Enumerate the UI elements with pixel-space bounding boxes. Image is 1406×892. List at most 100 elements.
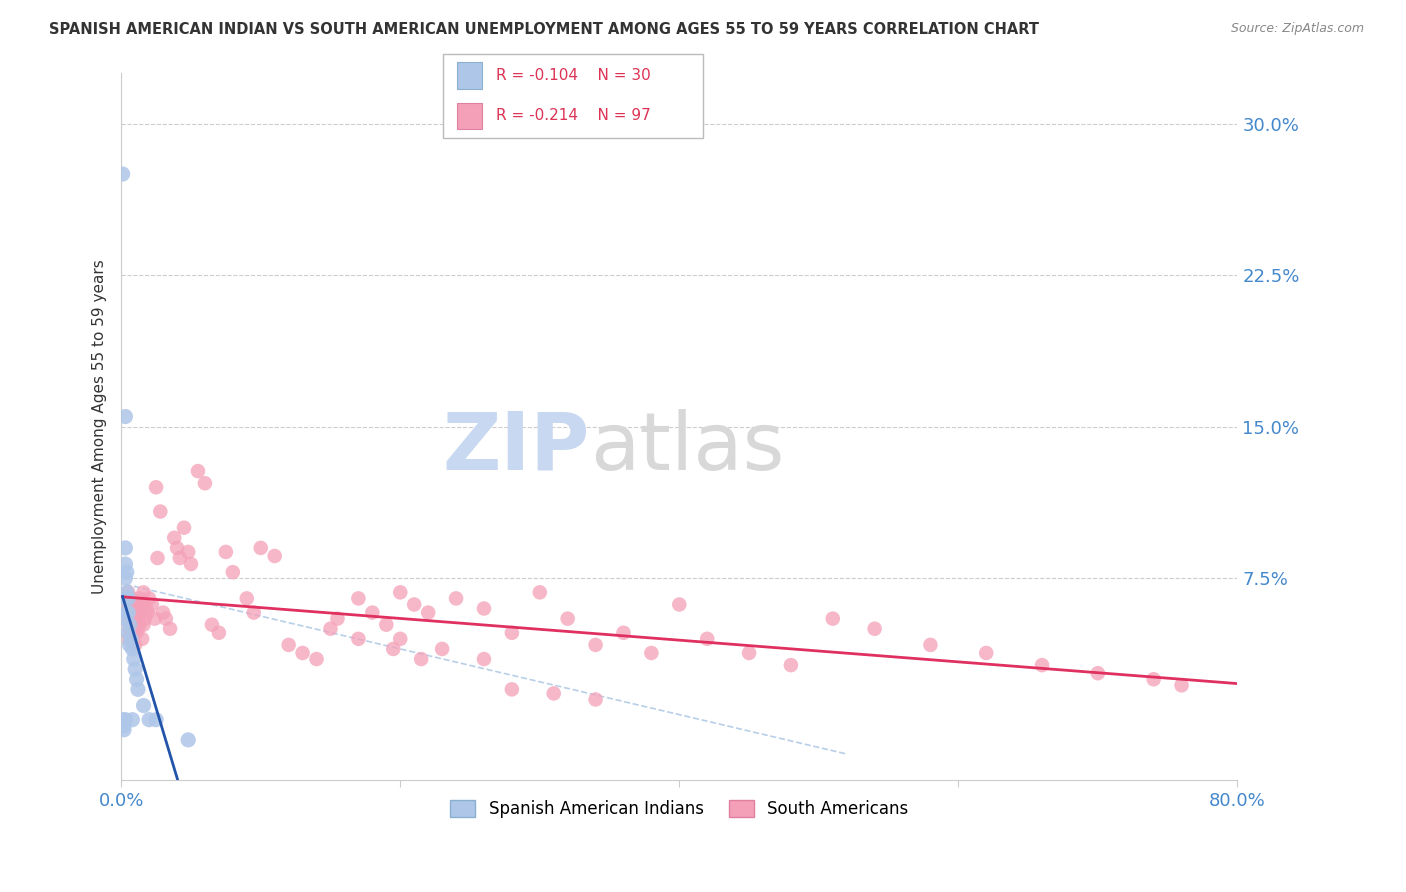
Point [305,652,328,666]
Point [124,638,146,652]
Point [121,606,143,620]
Point [122,652,145,666]
Point [117,585,139,599]
Point [117,606,139,620]
Point [117,632,139,646]
Point [146,551,169,566]
Point [738,646,761,660]
Legend: Spanish American Indians, South Americans: Spanish American Indians, South American… [444,794,915,825]
Point [430,642,453,657]
Point [242,606,264,620]
Point [215,545,238,559]
Point [120,632,142,646]
Text: ZIP: ZIP [443,409,591,487]
Point [177,732,200,747]
Point [125,672,148,686]
Point [529,585,551,599]
Point [145,713,167,727]
Point [169,551,191,566]
Point [111,713,134,727]
Point [974,646,997,660]
Point [159,622,181,636]
Point [668,598,690,612]
Point [114,571,136,585]
Point [125,625,148,640]
Point [115,606,138,620]
Point [585,638,607,652]
Point [640,646,662,660]
Point [291,646,314,660]
Point [143,612,166,626]
Y-axis label: Unemployment Among Ages 55 to 59 years: Unemployment Among Ages 55 to 59 years [93,260,107,594]
Point [173,521,195,535]
Point [382,642,405,657]
Point [411,652,433,666]
Point [557,612,579,626]
Point [155,612,177,626]
Point [277,638,299,652]
Point [132,617,155,632]
Point [236,591,259,606]
Point [128,617,150,632]
Text: R = -0.104    N = 30: R = -0.104 N = 30 [496,69,651,83]
Point [138,591,160,606]
Point [121,625,143,640]
Point [118,617,141,632]
Point [141,598,163,612]
Point [1087,666,1109,681]
Point [128,591,150,606]
Point [863,622,886,636]
Point [263,549,285,563]
Point [115,585,138,599]
Point [124,598,146,612]
Point [472,601,495,615]
Point [821,612,844,626]
Point [472,652,495,666]
Point [115,606,138,620]
Point [201,617,224,632]
Point [131,598,153,612]
Point [112,723,135,737]
Point [125,606,148,620]
Point [418,606,440,620]
Point [114,591,136,606]
Point [389,585,412,599]
Point [120,591,142,606]
Point [127,622,149,636]
Point [136,606,159,620]
Point [145,480,167,494]
Text: Source: ZipAtlas.com: Source: ZipAtlas.com [1230,22,1364,36]
Point [115,565,138,579]
Point [122,622,145,636]
Point [138,713,160,727]
Point [132,698,155,713]
Point [127,601,149,615]
Text: R = -0.214    N = 97: R = -0.214 N = 97 [496,109,651,123]
Point [114,612,136,626]
Point [187,464,209,478]
Point [118,638,141,652]
Text: SPANISH AMERICAN INDIAN VS SOUTH AMERICAN UNEMPLOYMENT AMONG AGES 55 TO 59 YEARS: SPANISH AMERICAN INDIAN VS SOUTH AMERICA… [49,22,1039,37]
Point [124,662,146,676]
Point [114,557,136,571]
Point [326,612,349,626]
Point [222,565,245,579]
Point [389,632,412,646]
Point [319,622,342,636]
Point [114,713,136,727]
Point [122,601,145,615]
Point [112,719,135,733]
Text: atlas: atlas [591,409,785,487]
Point [117,612,139,626]
Point [117,591,139,606]
Point [1143,672,1166,686]
Point [114,612,136,626]
Point [152,606,174,620]
Point [347,632,370,646]
Point [127,682,149,697]
Point [375,617,398,632]
Point [361,606,384,620]
Point [118,601,141,615]
Point [129,606,152,620]
Point [124,612,146,626]
